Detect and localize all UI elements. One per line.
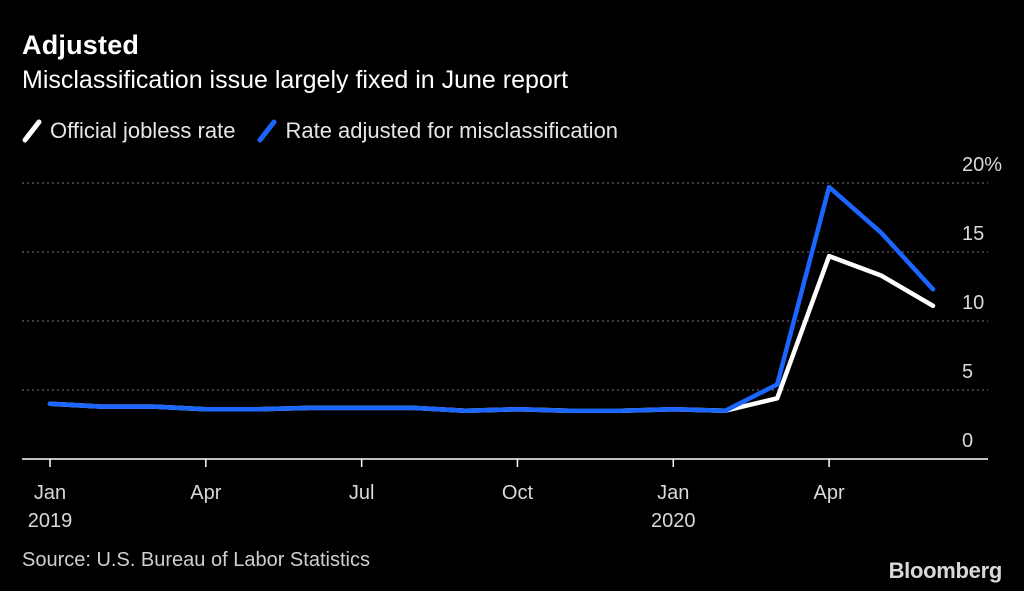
y-tick-label: 15 <box>962 223 984 245</box>
y-tick-label: 5 <box>962 361 973 383</box>
y-tick-label: 10 <box>962 292 984 314</box>
legend-item-adjusted: Rate adjusted for misclassification <box>257 118 618 144</box>
series-line-official <box>47 253 936 413</box>
x-axis: Jan 2019 Apr Jul Oct Jan 2020 Apr <box>22 458 988 532</box>
legend-item-official: Official jobless rate <box>22 118 235 144</box>
legend-label-adjusted: Rate adjusted for misclassification <box>285 118 619 143</box>
source-note: Source: U.S. Bureau of Labor Statistics <box>22 549 370 571</box>
y-tick-label: 20% <box>962 154 1002 176</box>
x-tick-label: Oct <box>502 482 534 504</box>
x-tick-label: Jul <box>349 482 375 504</box>
legend-swatch-official-icon <box>22 119 42 143</box>
y-axis-ticks: 0 5 10 15 20% <box>962 154 1002 452</box>
x-tick-label: Apr <box>814 482 845 504</box>
gridlines <box>22 182 988 391</box>
x-tick-label: Jan <box>657 482 689 504</box>
x-tick-year-label: 2020 <box>651 510 696 532</box>
legend-swatch-adjusted-icon <box>257 119 277 143</box>
bloomberg-logo: Bloomberg <box>888 558 1003 583</box>
legend-label-official: Official jobless rate <box>50 118 236 143</box>
y-tick-label: 0 <box>962 430 973 452</box>
chart-title: Adjusted <box>22 30 140 60</box>
series-line-adjusted <box>47 184 936 413</box>
legend: Official jobless rate Rate adjusted for … <box>22 118 640 144</box>
chart-subtitle: Misclassification issue largely fixed in… <box>22 66 569 94</box>
series-lines <box>47 184 936 413</box>
x-tick-label: Jan <box>34 482 66 504</box>
x-tick-label: Apr <box>190 482 221 504</box>
x-tick-year-label: 2019 <box>28 510 73 532</box>
